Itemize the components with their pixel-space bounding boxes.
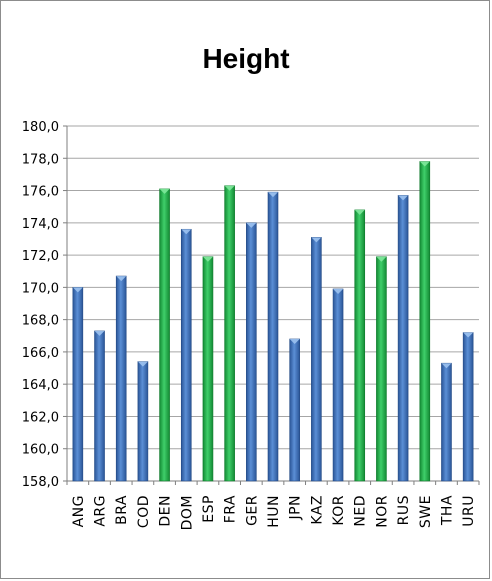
bar-cap: [246, 222, 257, 228]
bar-cap: [159, 188, 170, 194]
bar-kaz: [311, 237, 322, 482]
bar-ger: [246, 222, 257, 482]
y-tick-label: 180,0: [22, 120, 59, 135]
bar-arg: [94, 330, 105, 482]
bar-cap: [116, 276, 127, 282]
x-tick-label: ESP: [201, 495, 217, 523]
bar-cap: [354, 209, 365, 215]
x-tick-label: RUS: [396, 495, 412, 525]
x-tick-label: HUN: [266, 495, 282, 528]
x-tick-label: BRA: [114, 495, 130, 525]
x-tick-label: ARG: [93, 495, 109, 527]
bar-cod: [137, 361, 149, 482]
bar-cap: [398, 195, 409, 201]
y-tick-label: 158,0: [22, 475, 59, 490]
bar-hun: [267, 191, 279, 482]
x-tick-label: URU: [461, 495, 477, 527]
x-tick-label: DEN: [158, 495, 174, 527]
bar-cap: [137, 361, 148, 367]
bar-swe: [419, 161, 431, 482]
y-tick-label: 172,0: [22, 249, 59, 264]
y-tick-label: 170,0: [22, 281, 59, 296]
bar-rus: [397, 195, 409, 482]
x-tick-label: NED: [353, 495, 369, 527]
x-tick-label: NOR: [374, 495, 390, 528]
bar-cap: [419, 161, 430, 167]
y-tick-label: 178,0: [22, 152, 59, 167]
x-tick-label: DOM: [179, 495, 195, 530]
y-tick-label: 166,0: [22, 346, 59, 361]
x-tick-label: KOR: [331, 495, 347, 526]
x-tick-label: FRA: [223, 495, 239, 523]
bar-cap: [333, 288, 344, 294]
bar-jpn: [289, 338, 300, 482]
x-tick-label: ANG: [71, 495, 87, 527]
bar-cap: [441, 363, 452, 369]
y-tick-label: 162,0: [22, 410, 59, 425]
bar-den: [159, 188, 170, 482]
bar-cap: [94, 330, 105, 336]
bar-bra: [115, 275, 127, 482]
bar-nor: [376, 256, 387, 482]
bar-ned: [354, 209, 366, 482]
x-tick-label: GER: [244, 495, 260, 526]
bar-cap: [463, 332, 474, 338]
x-tick-label: THA: [439, 495, 455, 526]
bar-cap: [289, 339, 300, 344]
x-tick-label: SWE: [418, 495, 434, 528]
x-tick-label: KAZ: [309, 495, 325, 525]
bar-esp: [202, 256, 214, 482]
y-tick-label: 168,0: [22, 314, 59, 329]
y-tick-label: 174,0: [22, 217, 59, 232]
bar-cap: [224, 185, 235, 191]
bar-cap: [202, 256, 213, 262]
bars: [72, 161, 474, 482]
y-tick-label: 176,0: [22, 185, 59, 200]
bar-cap: [72, 287, 83, 293]
x-tick-labels: ANG ARG BRA COD DEN DOM ESP FRA GER HUN JPN KAZ KOR N…: [71, 495, 477, 530]
x-tick-label: COD: [136, 495, 152, 528]
bar-cap: [376, 256, 387, 262]
bar-fra: [224, 185, 235, 482]
chart-title: Height: [202, 43, 290, 74]
bar-kor: [332, 288, 344, 482]
y-tick-labels: 158,0 160,0 162,0 164,0 166,0 168,0 170,0 172,0…: [22, 120, 59, 490]
x-tick-label: JPN: [288, 495, 304, 521]
bar-uru: [462, 332, 474, 482]
bar-tha: [441, 362, 452, 482]
bar-cap: [181, 229, 192, 235]
y-tick-label: 164,0: [22, 378, 59, 393]
bar-cap: [311, 237, 322, 243]
bar-ang: [72, 287, 84, 482]
bar-dom: [180, 228, 192, 482]
y-tick-label: 160,0: [22, 443, 59, 458]
bar-cap: [268, 192, 278, 198]
